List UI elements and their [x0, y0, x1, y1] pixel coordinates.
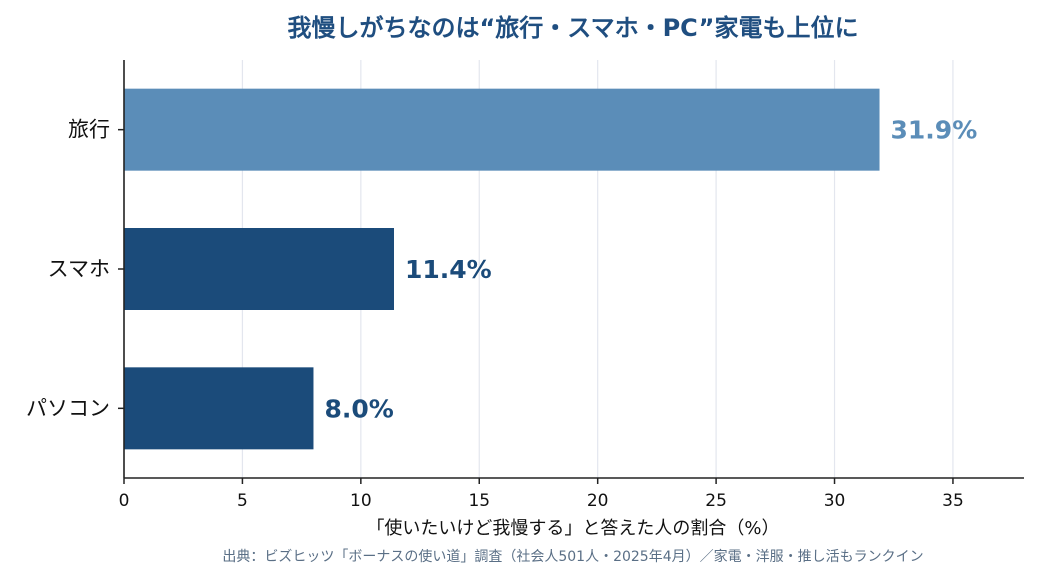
- category-label: 旅行: [68, 118, 110, 142]
- x-tick-label: 15: [468, 491, 490, 511]
- value-label: 11.4%: [405, 255, 492, 284]
- x-tick-label: 20: [587, 491, 609, 511]
- x-tick-label: 10: [350, 491, 372, 511]
- bar: [124, 88, 880, 171]
- chart-title: 我慢しがちなのは“旅行・スマホ・PC”家電も上位に: [288, 14, 859, 42]
- value-label: 31.9%: [891, 116, 978, 145]
- category-label: パソコン: [26, 396, 110, 420]
- x-tick-label: 0: [119, 491, 130, 511]
- x-axis-label: 「使いたいけど我慢する」と答えた人の割合（%）: [366, 518, 779, 539]
- bar: [124, 228, 394, 310]
- bar: [124, 367, 314, 450]
- category-label: スマホ: [48, 257, 110, 281]
- x-tick-label: 5: [237, 491, 248, 511]
- source-note: 出典：ビズヒッツ「ボーナスの使い道」調査（社会人501人・2025年4月）／家電…: [222, 548, 923, 565]
- value-label: 8.0%: [324, 394, 393, 423]
- x-tick-label: 30: [824, 491, 846, 511]
- x-tick-label: 35: [942, 491, 964, 511]
- bars: 31.9% 11.4% 8.0%: [124, 88, 978, 450]
- x-tick-label: 25: [705, 491, 727, 511]
